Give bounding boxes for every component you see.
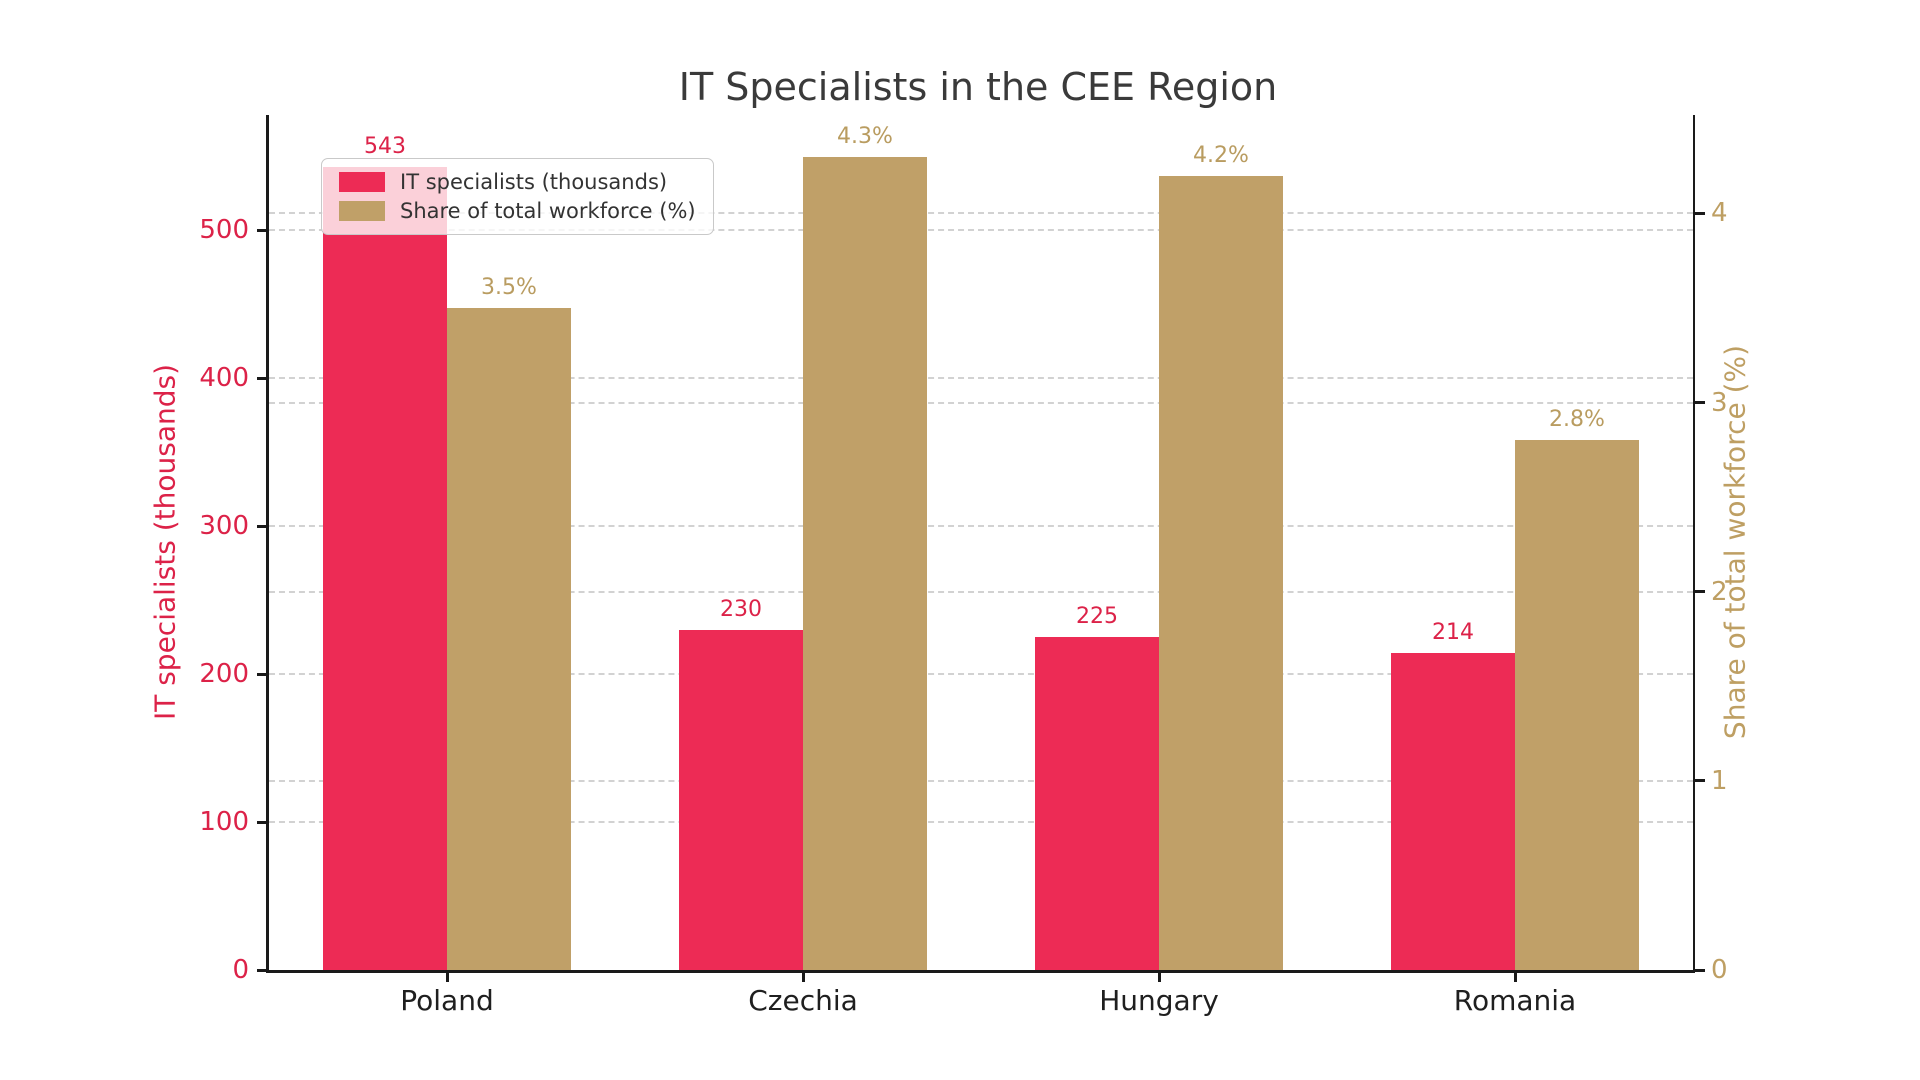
y-tick-left-100 [257, 820, 269, 824]
gridline-right-2 [269, 590, 1693, 593]
y-tick-label-right-0: 0 [1711, 955, 1728, 985]
y-tick-label-left-300: 300 [199, 511, 249, 542]
y-tick-label-left-200: 200 [199, 659, 249, 690]
x-tick-label-hungary: Hungary [1099, 984, 1219, 1017]
gridline-right-1 [269, 779, 1693, 782]
bar-poland-share [447, 307, 571, 970]
gridline-left-200 [269, 673, 1693, 676]
value-label-romania-specialists: 214 [1432, 620, 1474, 646]
legend-label-workforce-share: Share of total workforce (%) [400, 199, 696, 223]
x-tick-label-poland: Poland [400, 984, 494, 1017]
y-tick-left-400 [257, 376, 269, 380]
y-tick-right-0 [1693, 968, 1705, 972]
y-tick-label-right-3: 3 [1711, 387, 1728, 418]
axis-layer: 0 100 200 300 400 500 0 1 2 3 4 Poland Czechia Hungar… [199, 115, 1727, 1017]
legend-swatch-it-specialists [339, 172, 385, 192]
legend-label-it-specialists: IT specialists (thousands) [400, 170, 668, 194]
x-tick-poland [445, 970, 449, 982]
y-tick-label-right-4: 4 [1711, 198, 1728, 229]
value-label-poland-share: 3.5% [481, 274, 537, 300]
value-label-romania-share: 2.8% [1549, 407, 1605, 433]
y-tick-label-left-100: 100 [199, 807, 249, 838]
bar-poland-specialists [323, 166, 447, 970]
value-label-hungary-share: 4.2% [1193, 142, 1249, 168]
y-tick-right-1 [1693, 779, 1705, 783]
y-tick-left-300 [257, 524, 269, 528]
y-tick-label-right-2: 2 [1711, 576, 1728, 607]
legend-item-it-specialists: IT specialists (thousands) [339, 170, 696, 194]
gridline-right-3 [269, 401, 1693, 404]
y-tick-label-right-1: 1 [1711, 765, 1728, 796]
bar-romania-specialists [1391, 653, 1515, 970]
x-tick-label-czechia: Czechia [748, 984, 858, 1017]
bar-romania-share [1515, 440, 1639, 970]
legend: IT specialists (thousands) Share of tota… [321, 158, 714, 235]
x-tick-romania [1513, 970, 1517, 982]
bar-hungary-share [1159, 175, 1283, 970]
y-tick-label-left-400: 400 [199, 363, 249, 394]
bars-layer: 543 3.5% 230 4.3% 225 4.2% 214 2.8% [269, 115, 1693, 970]
x-tick-czechia [801, 970, 805, 982]
gridline-left-500 [269, 229, 1693, 232]
gridline-left-300 [269, 525, 1693, 528]
y-tick-left-500 [257, 228, 269, 232]
bar-czechia-share [803, 156, 927, 970]
gridline-left-400 [269, 377, 1693, 380]
bar-hungary-specialists [1035, 637, 1159, 970]
chart-title: IT Specialists in the CEE Region [678, 65, 1278, 109]
bar-czechia-specialists [679, 629, 803, 970]
value-label-poland-specialists: 543 [364, 133, 406, 159]
plot-area: 543 3.5% 230 4.3% 225 4.2% 214 2.8% 0 100 200 300 4… [199, 115, 1728, 1017]
gridline-left-100 [269, 821, 1693, 824]
y-tick-right-3 [1693, 401, 1705, 405]
gridline-right-4 [269, 212, 1693, 215]
x-tick-label-romania: Romania [1453, 984, 1577, 1017]
y-tick-label-left-500: 500 [199, 215, 249, 246]
value-label-czechia-share: 4.3% [837, 123, 893, 149]
y-tick-label-left-0: 0 [232, 955, 249, 985]
y-tick-right-4 [1693, 211, 1705, 215]
legend-item-workforce-share: Share of total workforce (%) [339, 199, 696, 223]
y-tick-left-200 [257, 672, 269, 676]
legend-swatch-workforce-share [339, 201, 385, 221]
y-tick-right-2 [1693, 590, 1705, 594]
value-label-hungary-specialists: 225 [1076, 604, 1118, 630]
x-tick-hungary [1157, 970, 1161, 982]
y-tick-left-0 [257, 968, 269, 972]
gridlines-layer [269, 115, 1693, 970]
value-label-czechia-specialists: 230 [720, 596, 762, 622]
